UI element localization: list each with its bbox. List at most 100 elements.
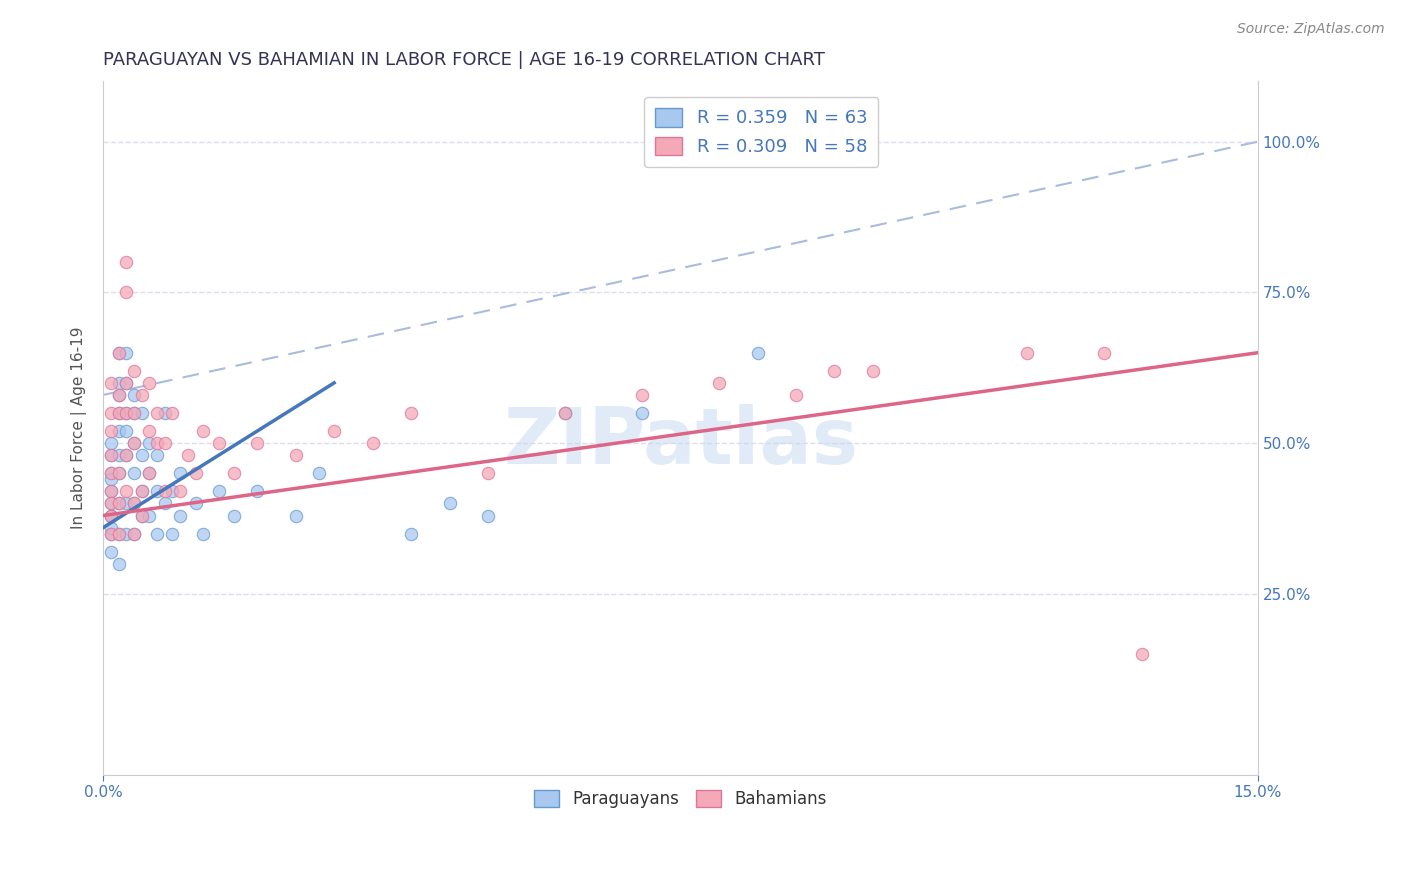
Point (107, 424, 129, 438)
Point (107, 345, 129, 359)
Point (107, 448, 129, 462)
Point (323, 424, 346, 438)
Point (284, 508, 307, 523)
Point (107, 557, 129, 571)
Point (115, 345, 138, 359)
Point (138, 467, 160, 481)
Point (361, 436, 384, 450)
Point (100, 448, 122, 462)
Point (631, 406, 654, 420)
Point (162, 526, 184, 541)
Point (115, 406, 138, 420)
Point (115, 376, 138, 390)
Point (107, 345, 129, 359)
Point (100, 508, 122, 523)
Point (122, 406, 145, 420)
Point (107, 388, 129, 402)
Point (1015, 345, 1038, 359)
Point (162, 406, 184, 420)
Point (153, 436, 176, 450)
Point (122, 436, 145, 450)
Point (115, 376, 138, 390)
Point (246, 436, 269, 450)
Point (146, 436, 169, 450)
Point (100, 376, 122, 390)
Point (631, 388, 654, 402)
Point (100, 526, 122, 541)
Point (100, 496, 122, 510)
Point (146, 484, 169, 499)
Point (308, 467, 330, 481)
Point (747, 345, 769, 359)
Point (107, 388, 129, 402)
Point (107, 467, 129, 481)
Point (153, 406, 176, 420)
Point (193, 526, 215, 541)
Point (122, 436, 145, 450)
Text: PARAGUAYAN VS BAHAMIAN IN LABOR FORCE | AGE 16-19 CORRELATION CHART: PARAGUAYAN VS BAHAMIAN IN LABOR FORCE | … (103, 51, 825, 69)
Text: ZIPatlas: ZIPatlas (503, 404, 858, 480)
Point (107, 496, 129, 510)
Point (177, 448, 200, 462)
Point (439, 496, 461, 510)
Point (208, 436, 231, 450)
Point (131, 406, 153, 420)
Point (554, 406, 576, 420)
Point (115, 424, 138, 438)
Point (107, 526, 129, 541)
Point (399, 526, 422, 541)
Point (707, 376, 730, 390)
Point (138, 436, 160, 450)
Point (862, 364, 884, 378)
Point (131, 388, 153, 402)
Point (184, 496, 207, 510)
Point (100, 508, 122, 523)
Point (115, 255, 138, 269)
Point (138, 424, 160, 438)
Point (146, 406, 169, 420)
Point (131, 508, 153, 523)
Point (1092, 345, 1115, 359)
Point (115, 448, 138, 462)
Point (184, 467, 207, 481)
Point (100, 484, 122, 499)
Point (824, 364, 846, 378)
Point (477, 467, 499, 481)
Point (107, 496, 129, 510)
Point (284, 448, 307, 462)
Point (554, 406, 576, 420)
Point (169, 508, 191, 523)
Point (122, 467, 145, 481)
Point (169, 467, 191, 481)
Point (100, 496, 122, 510)
Point (138, 508, 160, 523)
Point (122, 496, 145, 510)
Point (138, 467, 160, 481)
Point (131, 484, 153, 499)
Point (122, 526, 145, 541)
Point (131, 448, 153, 462)
Point (222, 508, 245, 523)
Point (399, 406, 422, 420)
Point (246, 484, 269, 499)
Point (193, 424, 215, 438)
Point (100, 448, 122, 462)
Point (100, 467, 122, 481)
Point (222, 467, 245, 481)
Point (107, 406, 129, 420)
Point (100, 508, 122, 523)
Point (208, 484, 231, 499)
Point (100, 544, 122, 558)
Point (115, 496, 138, 510)
Point (100, 436, 122, 450)
Legend: Paraguayans, Bahamians: Paraguayans, Bahamians (527, 783, 834, 815)
Point (122, 496, 145, 510)
Point (131, 484, 153, 499)
Point (122, 406, 145, 420)
Point (115, 526, 138, 541)
Point (131, 508, 153, 523)
Point (122, 364, 145, 378)
Point (162, 484, 184, 499)
Point (115, 406, 138, 420)
Point (100, 467, 122, 481)
